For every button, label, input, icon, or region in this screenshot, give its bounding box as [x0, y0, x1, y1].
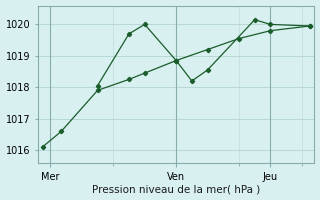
- X-axis label: Pression niveau de la mer( hPa ): Pression niveau de la mer( hPa ): [92, 184, 260, 194]
